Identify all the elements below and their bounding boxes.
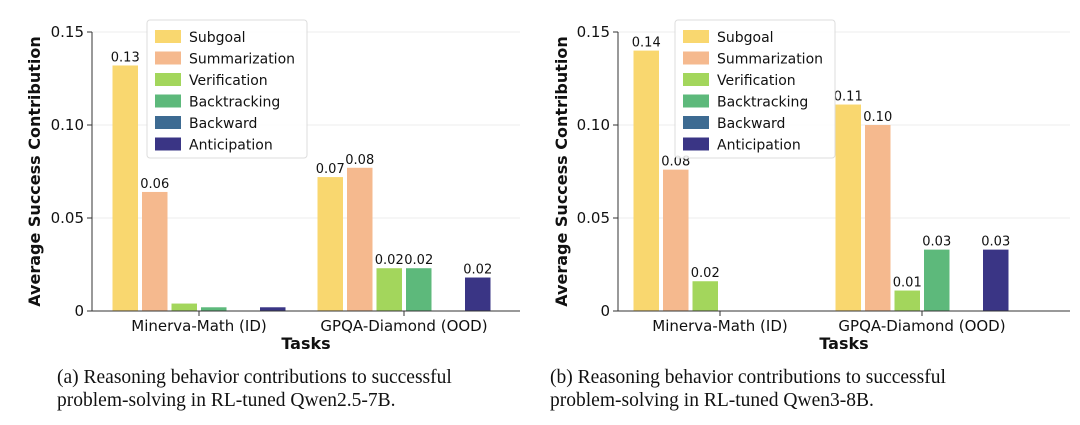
x-tick-label: GPQA-Diamond (OOD)	[320, 317, 487, 335]
bar-value-label: 0.02	[463, 263, 492, 278]
legend-label: Verification	[189, 73, 268, 89]
bar	[406, 268, 432, 311]
x-tick-label: GPQA-Diamond (OOD)	[838, 317, 1005, 335]
bar	[465, 277, 491, 311]
bar-value-label: 0.11	[834, 90, 863, 105]
bar-value-label: 0.03	[922, 235, 951, 250]
bar	[317, 177, 343, 311]
bar	[865, 125, 891, 311]
legend-label: Anticipation	[189, 138, 273, 154]
legend-swatch	[683, 137, 709, 151]
legend-label: Backward	[189, 116, 257, 132]
legend-swatch	[155, 94, 181, 108]
caption-a: (a) Reasoning behavior contributions to …	[57, 366, 527, 412]
y-tick-label: 0	[74, 302, 84, 320]
legend-label: Backtracking	[717, 95, 808, 111]
bar	[983, 249, 1009, 311]
legend-box	[146, 19, 308, 159]
caption-a-line2: problem-solving in RL-tuned Qwen2.5-7B.	[57, 390, 396, 411]
y-tick-label: 0.15	[51, 23, 84, 41]
bar	[835, 104, 861, 311]
legend-swatch	[155, 51, 181, 65]
bar	[894, 290, 920, 311]
legend-label: Subgoal	[189, 30, 246, 46]
caption-b-line1: (b) Reasoning behavior contributions to …	[550, 367, 946, 388]
bar	[201, 307, 227, 311]
y-axis-label: Average Success Contribution	[552, 36, 571, 307]
chart-panel-b: 0 0.05 0.10 0.15 0.14 0.08 0.02 Minerva-Math (I…	[540, 0, 1080, 425]
x-tick-label: Minerva-Math (ID)	[131, 317, 266, 335]
legend-swatch	[683, 51, 709, 65]
bar-value-label: 0.02	[404, 253, 433, 268]
bar-value-label: 0.14	[632, 36, 661, 51]
y-tick-label: 0	[600, 302, 610, 320]
bar	[260, 307, 286, 311]
chart-a: 0 0.05 0.10 0.15 0.13 0.06 Minerva-Math (ID) 0.…	[25, 19, 520, 353]
legend-swatch	[155, 137, 181, 151]
bar	[924, 249, 950, 311]
bar	[347, 167, 373, 311]
bar	[142, 191, 168, 311]
caption-a-line1: (a) Reasoning behavior contributions to …	[57, 367, 452, 388]
legend-swatch	[683, 73, 709, 86]
x-axis-label: Tasks	[819, 334, 868, 353]
bar	[692, 281, 718, 311]
bar	[663, 169, 689, 311]
x-tick-label: Minerva-Math (ID)	[652, 317, 787, 335]
legend-swatch	[683, 116, 709, 129]
legend-swatch	[155, 73, 181, 86]
bar	[633, 50, 659, 311]
caption-b-line2: problem-solving in RL-tuned Qwen3-8B.	[550, 390, 874, 411]
bar-value-label: 0.02	[375, 253, 404, 268]
legend-swatch	[155, 30, 181, 43]
legend-label: Anticipation	[717, 138, 801, 154]
legend-label: Backward	[717, 116, 785, 132]
bar-value-label: 0.13	[111, 50, 140, 65]
legend-swatch	[683, 30, 709, 43]
bar-value-label: 0.10	[863, 110, 892, 125]
bar	[112, 65, 138, 311]
legend-label: Verification	[717, 73, 796, 89]
caption-b: (b) Reasoning behavior contributions to …	[550, 366, 1020, 412]
legend-swatch	[155, 116, 181, 129]
bar-value-label: 0.01	[893, 276, 922, 291]
y-tick-label: 0.10	[51, 116, 84, 134]
legend-label: Subgoal	[717, 30, 774, 46]
y-axis-label: Average Success Contribution	[25, 36, 44, 307]
y-tick-label: 0.15	[577, 23, 610, 41]
bar	[376, 268, 402, 311]
legend-label: Summarization	[717, 52, 823, 68]
bar-value-label: 0.06	[140, 177, 169, 192]
legend-label: Backtracking	[189, 95, 280, 111]
y-tick-label: 0.10	[577, 116, 610, 134]
y-tick-label: 0.05	[577, 209, 610, 227]
bar-value-label: 0.08	[345, 153, 374, 168]
x-axis-label: Tasks	[281, 334, 330, 353]
chart-panel-a: 0 0.05 0.10 0.15 0.13 0.06 Minerva-Math (ID) 0.…	[25, 19, 527, 412]
bar-value-label: 0.02	[691, 266, 720, 281]
bar-value-label: 0.03	[981, 235, 1010, 250]
y-tick-label: 0.05	[51, 209, 84, 227]
bar	[171, 303, 197, 311]
legend-swatch	[683, 94, 709, 108]
legend-box	[674, 19, 836, 159]
bar-value-label: 0.07	[316, 162, 345, 177]
legend-label: Summarization	[189, 52, 295, 68]
